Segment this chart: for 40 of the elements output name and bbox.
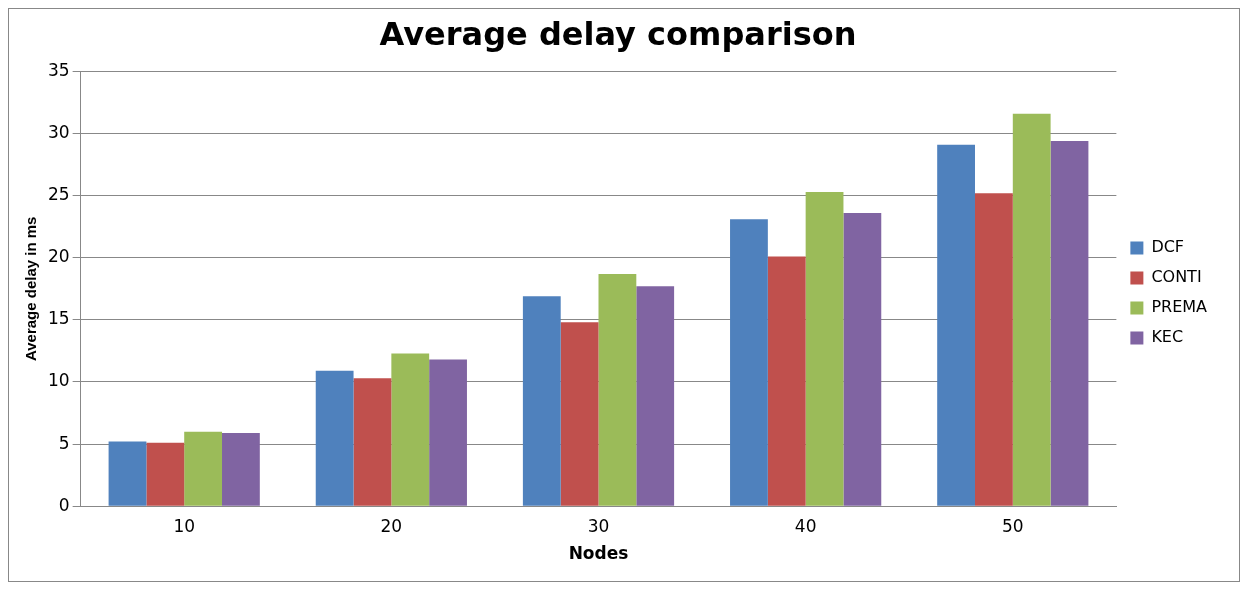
x-axis-title: Nodes	[568, 543, 629, 564]
bar	[730, 219, 768, 506]
bar	[560, 322, 599, 506]
y-axis-title: Average delay in ms	[22, 216, 40, 362]
x-tick-label: 40	[794, 515, 817, 536]
bar	[222, 432, 260, 506]
bar	[636, 286, 675, 506]
bar	[315, 370, 354, 506]
y-tick-label: 5	[58, 432, 70, 453]
bar	[1050, 140, 1089, 506]
bar	[353, 378, 392, 506]
bar	[767, 256, 806, 506]
bar	[184, 431, 223, 506]
chart-title: Average delay comparison	[379, 14, 857, 53]
bar	[975, 193, 1013, 506]
legend-label: DCF	[1151, 237, 1185, 257]
bar	[843, 213, 882, 506]
y-tick-label: 35	[47, 59, 70, 80]
legend-label: CONTI	[1151, 267, 1202, 287]
bar	[522, 296, 561, 506]
y-tick-label: 30	[47, 121, 70, 142]
bar	[429, 359, 467, 506]
y-tick-label: 20	[47, 246, 70, 267]
bar	[1012, 113, 1051, 506]
x-tick-label: 10	[173, 515, 196, 536]
legend-label: KEC	[1151, 327, 1184, 347]
y-tick-label: 25	[47, 184, 70, 205]
x-tick-label: 50	[1001, 515, 1024, 536]
x-tick-label: 20	[380, 515, 403, 536]
y-tick-label: 10	[47, 370, 70, 391]
bar	[937, 144, 975, 506]
bar	[108, 441, 147, 506]
bar	[598, 273, 637, 506]
x-tick-label: 30	[587, 515, 610, 536]
y-tick-label: 15	[47, 308, 70, 329]
bar	[146, 442, 185, 506]
bar	[391, 353, 430, 506]
y-tick-label: 0	[58, 494, 70, 515]
legend-label: PREMA	[1151, 297, 1208, 317]
bar	[805, 191, 844, 506]
